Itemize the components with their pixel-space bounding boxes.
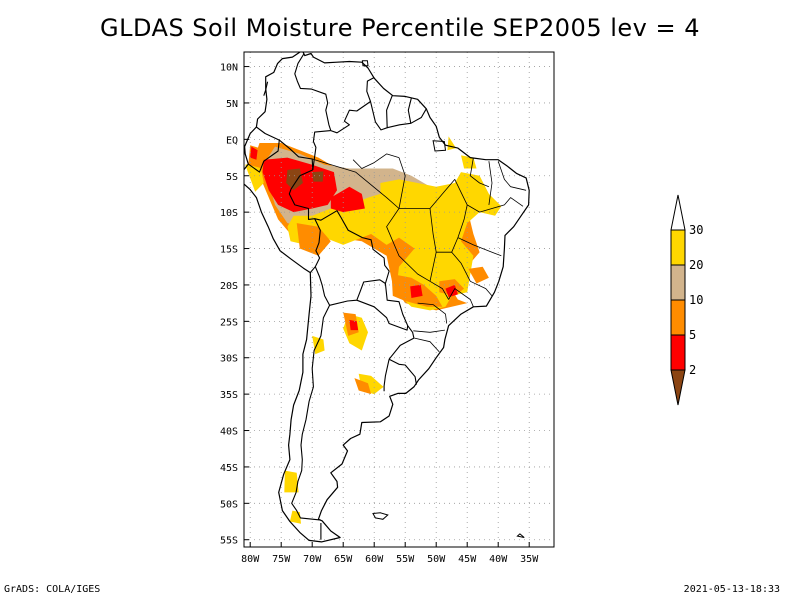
island-outline <box>361 60 369 67</box>
lat-tick-label: 5S <box>226 172 238 183</box>
shade-region-2-5 <box>330 186 365 213</box>
axis-ticks: 10N 5N EQ 5S 10S 15S 20S 25S 30S 35S 40S 45S 50S 55S8… <box>220 63 539 565</box>
country-border <box>388 358 417 385</box>
lat-tick-label: 15S <box>220 245 238 256</box>
state-border <box>414 337 440 353</box>
shade-region-0-2 <box>312 171 324 182</box>
shade-region-20-30 <box>284 470 299 493</box>
lon-tick-label: 75W <box>272 554 291 565</box>
lat-tick-label: 10N <box>220 63 238 74</box>
country-border <box>288 169 321 273</box>
country-border <box>312 130 331 170</box>
country-border <box>387 97 412 129</box>
lon-tick-label: 70W <box>303 554 322 565</box>
lon-tick-label: 40W <box>489 554 508 565</box>
lon-tick-label: 50W <box>427 554 446 565</box>
colorbar-segment-2-5 <box>670 334 686 371</box>
footer-timestamp: 2021-05-13-18:33 <box>683 584 780 595</box>
state-border <box>386 157 431 282</box>
shade-region-2-5 <box>250 146 258 160</box>
shade-region-20-30 <box>312 335 325 355</box>
footer-credit: GrADS: COLA/IGES <box>4 584 101 595</box>
colorbar-segment-20-30 <box>670 229 686 266</box>
country-border <box>369 95 393 131</box>
page-title: GLDAS Soil Moisture Percentile SEP2005 l… <box>100 14 700 42</box>
country-border <box>278 139 314 170</box>
state-border <box>352 153 400 169</box>
state-border <box>451 251 493 297</box>
shade-region-20-30 <box>447 136 456 151</box>
shade-region-5-10 <box>296 223 331 256</box>
shade-region-5-10 <box>354 378 372 395</box>
shade-region-5-10 <box>468 266 489 284</box>
country-border <box>410 108 427 124</box>
country-border <box>356 299 409 331</box>
lat-tick-label: 20S <box>220 281 238 292</box>
shade-region-20-30 <box>289 510 301 524</box>
colorbar-label: 20 <box>689 258 703 272</box>
colorbar-segment-0-2 <box>670 369 686 406</box>
island-outline <box>516 533 525 538</box>
country-border <box>247 126 280 173</box>
colorbar-label: 2 <box>689 363 696 377</box>
shade-region-2-5 <box>445 284 458 298</box>
state-border <box>497 161 527 191</box>
lat-tick-label: 55S <box>220 536 238 547</box>
island-outline <box>372 512 389 520</box>
colorbar-segment-5-10 <box>670 299 686 336</box>
colorbar-label: 30 <box>689 223 703 237</box>
state-border <box>469 157 490 188</box>
lon-tick-label: 35W <box>520 554 539 565</box>
lon-tick-label: 60W <box>365 554 384 565</box>
colorbar-segment-10-20 <box>670 264 686 301</box>
country-border <box>383 359 390 392</box>
country-border <box>384 283 415 360</box>
lat-tick-label: 5N <box>226 99 238 110</box>
map-frame <box>243 51 555 548</box>
colorbar-label: 10 <box>689 293 703 307</box>
lon-tick-label: 80W <box>241 554 260 565</box>
colorbar-segment->30 <box>670 194 686 231</box>
lat-tick-label: 10S <box>220 208 238 219</box>
lat-tick-label: 40S <box>220 427 238 438</box>
state-border <box>488 161 493 205</box>
lat-tick-label: 50S <box>220 499 238 510</box>
map-gridlines <box>244 52 554 547</box>
state-border <box>417 302 448 324</box>
state-border <box>413 329 445 333</box>
country-border <box>330 77 375 134</box>
lon-tick-label: 55W <box>396 554 415 565</box>
country-border <box>314 210 390 284</box>
lon-tick-label: 65W <box>334 554 353 565</box>
colorbar-legend: 2 5 10 20 30 <box>670 194 703 406</box>
shade-region-2-5 <box>410 284 423 298</box>
lat-tick-label: 35S <box>220 390 238 401</box>
lon-tick-label: 45W <box>458 554 477 565</box>
lat-tick-label: 30S <box>220 354 238 365</box>
country-borders <box>247 53 527 540</box>
shade-region-2-5 <box>349 319 359 331</box>
country-border <box>294 53 332 131</box>
soil-moisture-shading <box>245 136 502 524</box>
lat-tick-label: EQ <box>226 135 238 146</box>
shade-region-20-30 <box>245 161 264 192</box>
coastline <box>244 52 530 543</box>
state-border <box>399 208 437 253</box>
lat-tick-label: 45S <box>220 463 238 474</box>
state-border <box>466 197 524 213</box>
shade-region-20-30 <box>461 155 477 169</box>
continent-outline <box>244 52 530 543</box>
island-outline <box>432 140 447 152</box>
state-border <box>312 158 400 209</box>
shade-region-0-2 <box>286 168 303 191</box>
colorbar-label: 5 <box>689 328 696 342</box>
lat-tick-label: 25S <box>220 317 238 328</box>
state-border <box>457 237 502 257</box>
country-border <box>314 266 386 306</box>
country-border <box>291 305 331 521</box>
state-border <box>448 288 474 307</box>
